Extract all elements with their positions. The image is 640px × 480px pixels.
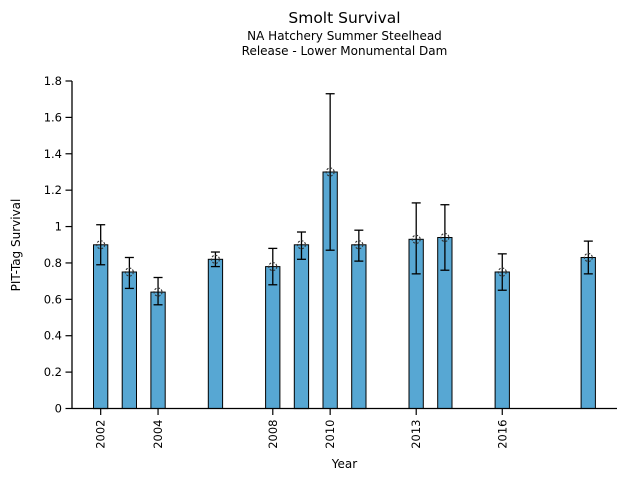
data-point-marker-2006 bbox=[210, 254, 220, 264]
x-axis-label: Year bbox=[331, 457, 358, 471]
data-point-marker-2004 bbox=[153, 287, 163, 297]
data-point-marker-2014 bbox=[440, 232, 450, 243]
y-tick-label-1.2: 1.2 bbox=[44, 183, 62, 197]
bar-2004 bbox=[150, 291, 166, 410]
data-point-marker-2002 bbox=[96, 240, 106, 250]
data-point-marker-2008 bbox=[268, 262, 278, 272]
x-tick-label-2004: 2004 bbox=[151, 420, 165, 449]
data-point-marker-2010 bbox=[325, 167, 335, 177]
y-tick-label-1.4: 1.4 bbox=[44, 147, 62, 161]
y-tick-label-0.8: 0.8 bbox=[44, 256, 62, 270]
data-point-marker-2016 bbox=[497, 267, 507, 277]
bar-2019 bbox=[580, 257, 596, 409]
y-tick-label-0.2: 0.2 bbox=[44, 365, 62, 379]
x-tick-label-2013: 2013 bbox=[409, 420, 423, 449]
chart-subtitle-line1: NA Hatchery Summer Steelhead bbox=[247, 29, 442, 43]
x-tick-label-2008: 2008 bbox=[266, 420, 280, 449]
chart-title: Smolt Survival bbox=[288, 9, 401, 27]
bar-2002 bbox=[93, 244, 109, 410]
y-tick-label-1.8: 1.8 bbox=[44, 74, 62, 88]
chart-subtitle-line2: Release - Lower Monumental Dam bbox=[241, 44, 448, 58]
y-tick-label-0.4: 0.4 bbox=[44, 329, 62, 343]
bar-2011 bbox=[351, 244, 367, 410]
bar-2009 bbox=[293, 244, 310, 410]
bar-2016 bbox=[494, 271, 510, 409]
bar-2008 bbox=[265, 266, 281, 409]
bar-2006 bbox=[207, 258, 224, 409]
bar-2003 bbox=[121, 271, 137, 409]
y-tick-label-0.6: 0.6 bbox=[44, 292, 62, 306]
data-point-marker-2003 bbox=[124, 267, 134, 277]
x-tick-label-2010: 2010 bbox=[323, 420, 337, 449]
data-point-marker-2013 bbox=[411, 234, 421, 244]
y-axis-label: PIT-Tag Survival bbox=[9, 198, 23, 292]
x-tick-label-2002: 2002 bbox=[94, 420, 108, 449]
x-tick-label-2016: 2016 bbox=[495, 420, 509, 449]
data-point-marker-2011 bbox=[354, 240, 364, 250]
y-tick-label-0: 0 bbox=[55, 402, 62, 416]
y-tick-label-1.6: 1.6 bbox=[44, 110, 62, 124]
data-point-marker-2019 bbox=[583, 252, 593, 263]
y-tick-label-1: 1 bbox=[55, 220, 62, 234]
data-point-marker-2009 bbox=[296, 240, 307, 250]
